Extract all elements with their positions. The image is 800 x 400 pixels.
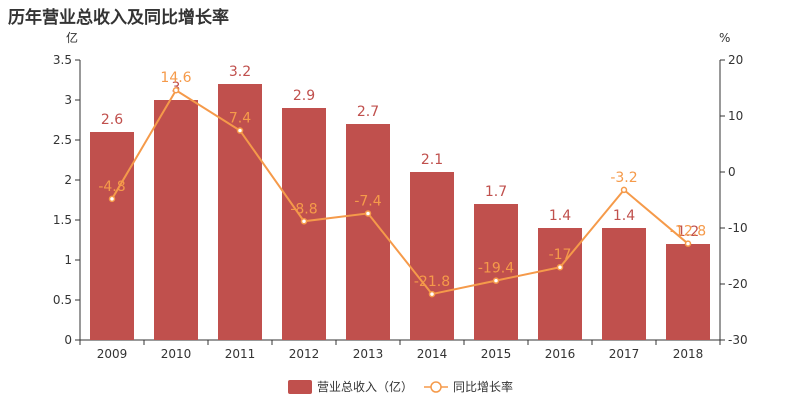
growth-rate-label: 7.4 [229,111,251,127]
growth-rate-label: -19.4 [478,261,514,277]
revenue-bar [410,172,454,340]
chart-title: 历年营业总收入及同比增长率 [8,8,229,28]
revenue-bar-label: 1.4 [549,208,571,224]
revenue-bar-label: 2.7 [357,104,379,120]
x-tick-label: 2010 [161,347,192,361]
growth-rate-label: -4.8 [98,179,125,195]
growth-rate-label: -21.8 [414,274,450,290]
revenue-bar [154,100,198,340]
legend-growth-marker [430,381,442,393]
y-tick-label-right: 0 [728,165,736,179]
revenue-bar-label: 1.7 [485,184,507,200]
revenue-bar [474,204,518,340]
x-tick-label: 2012 [289,347,320,361]
growth-rate-point [428,290,436,298]
growth-rate-point [236,127,244,134]
growth-rate-label: -17 [549,247,572,263]
revenue-bar-label: 2.1 [421,152,443,168]
x-tick-label: 2013 [353,347,384,361]
revenue-bar [90,132,134,340]
growth-rate-label: -12.8 [670,224,706,240]
legend-growth-label: 同比增长率 [453,379,513,394]
revenue-bar [666,244,710,340]
revenue-bar [538,228,582,340]
legend: 营业总收入（亿） 同比增长率 [288,379,513,394]
y-tick-label-right: 10 [728,109,743,123]
x-tick-label: 2009 [97,347,128,361]
growth-rate-label: 14.6 [160,70,191,86]
revenue-bar-label: 3.2 [229,64,251,80]
y-tick-label-left: 2 [64,173,72,187]
revenue-bar [218,84,262,340]
y-tick-label-right: -30 [728,333,748,347]
y-tick-label-left: 3 [64,93,72,107]
growth-rate-point [684,240,692,247]
revenue-bar-label: 2.6 [101,112,123,128]
y-axis-left-unit: 亿 [66,30,78,45]
growth-rate-label: -8.8 [290,201,317,217]
growth-rate-point [172,86,180,94]
y-tick-label-left: 0.5 [53,293,72,307]
y-axis-right-unit: % [719,31,730,45]
growth-rate-line [111,88,689,296]
growth-rate-point [364,210,372,217]
y-tick-label-left: 0 [64,333,72,347]
revenue-bar-label: 1.2 [677,224,699,240]
growth-rate-point [492,277,500,284]
legend-revenue-swatch [288,380,312,394]
y-tick-label-right: -20 [728,277,748,291]
y-tick-label-left: 2.5 [53,133,72,147]
revenue-bar [602,228,646,340]
y-tick-label-right: 20 [728,53,743,67]
y-tick-label-left: 1 [64,253,72,267]
x-tick-label: 2014 [417,347,448,361]
growth-rate-label: -3.2 [610,170,637,186]
x-tick-label: 2011 [225,347,256,361]
x-tick-label: 2015 [481,347,512,361]
y-tick-label-left: 1.5 [53,213,72,227]
x-tick-label: 2018 [673,347,704,361]
growth-rate-point [556,263,564,271]
x-tick-label: 2016 [545,347,576,361]
y-tick-label-left: 3.5 [53,53,72,67]
growth-rate-point [620,186,628,194]
growth-rate-label: -7.4 [354,193,381,209]
revenue-bar-label: 2.9 [293,88,315,104]
revenue-bar-label: 1.4 [613,208,635,224]
legend-revenue-label: 营业总收入（亿） [317,379,413,394]
growth-rate-point [108,195,116,203]
x-tick-label: 2017 [609,347,640,361]
growth-rate-point [300,218,308,225]
y-tick-label-right: -10 [728,221,748,235]
